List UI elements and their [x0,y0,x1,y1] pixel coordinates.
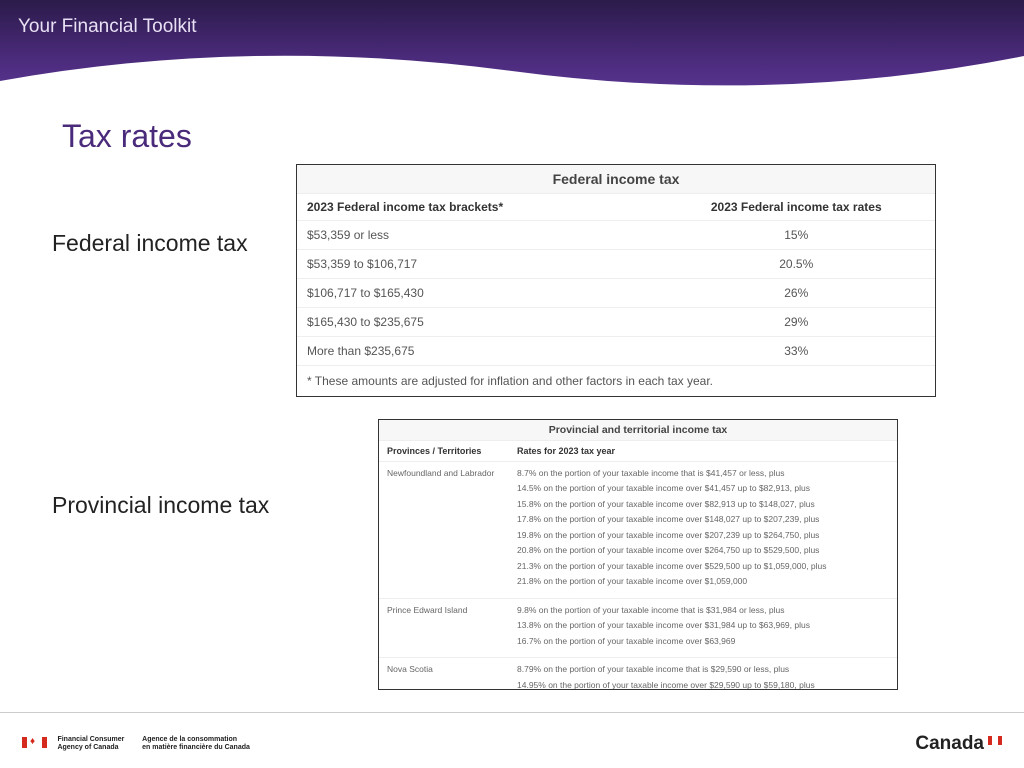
rate-line: 8.79% on the portion of your taxable inc… [517,664,889,675]
province-name-cell: Newfoundland and Labrador [387,468,517,478]
bracket-cell: $53,359 to $106,717 [307,257,668,271]
federal-table-title: Federal income tax [297,165,935,194]
federal-table-row: $53,359 or less15% [297,221,935,250]
footer-divider [0,712,1024,713]
provincial-col2-header: Rates for 2023 tax year [517,446,889,456]
provincial-tax-table: Provincial and territorial income tax Pr… [378,419,898,690]
federal-tax-table: Federal income tax 2023 Federal income t… [296,164,936,397]
bracket-cell: $165,430 to $235,675 [307,315,668,329]
provincial-section-label: Provincial income tax [52,492,269,519]
federal-footnote: * These amounts are adjusted for inflati… [297,366,935,396]
rate-line: 14.95% on the portion of your taxable in… [517,680,889,690]
header-wave-divider [0,46,1024,96]
province-name-cell: Prince Edward Island [387,605,517,615]
rate-line: 14.5% on the portion of your taxable inc… [517,483,889,494]
bracket-cell: $106,717 to $165,430 [307,286,668,300]
slide-header: Your Financial Toolkit [0,0,1024,95]
province-rates-cell: 8.7% on the portion of your taxable inco… [517,468,889,592]
federal-table-row: More than $235,67533% [297,337,935,366]
rate-cell: 29% [668,315,926,329]
provincial-col1-header: Provinces / Territories [387,446,517,456]
rate-cell: 15% [668,228,926,242]
provincial-table-header: Provinces / Territories Rates for 2023 t… [379,441,897,462]
federal-table-row: $106,717 to $165,43026% [297,279,935,308]
federal-table-header: 2023 Federal income tax brackets* 2023 F… [297,194,935,221]
federal-section-label: Federal income tax [52,230,248,257]
slide-title: Tax rates [62,118,192,155]
provincial-table-row: Newfoundland and Labrador8.7% on the por… [379,462,897,599]
canada-wordmark: Canada [915,733,1002,755]
agency-name-fr: Agence de la consommationen matière fina… [142,736,250,752]
bracket-cell: More than $235,675 [307,344,668,358]
province-rates-cell: 8.79% on the portion of your taxable inc… [517,664,889,690]
provincial-table-title: Provincial and territorial income tax [379,420,897,441]
bracket-cell: $53,359 or less [307,228,668,242]
rate-line: 21.3% on the portion of your taxable inc… [517,561,889,572]
rate-line: 16.7% on the portion of your taxable inc… [517,636,889,647]
header-title: Your Financial Toolkit [18,16,197,38]
rate-line: 15.8% on the portion of your taxable inc… [517,499,889,510]
province-name-cell: Nova Scotia [387,664,517,674]
province-rates-cell: 9.8% on the portion of your taxable inco… [517,605,889,651]
federal-col1-header: 2023 Federal income tax brackets* [307,200,668,214]
rate-line: 13.8% on the portion of your taxable inc… [517,620,889,631]
agency-name-en: Financial ConsumerAgency of Canada [57,736,124,752]
provincial-table-row: Nova Scotia8.79% on the portion of your … [379,658,897,690]
agency-signature: Financial ConsumerAgency of Canada Agenc… [22,735,250,753]
federal-col2-header: 2023 Federal income tax rates [668,200,926,214]
rate-line: 9.8% on the portion of your taxable inco… [517,605,889,616]
federal-table-row: $165,430 to $235,67529% [297,308,935,337]
slide-footer: Financial ConsumerAgency of Canada Agenc… [0,720,1024,768]
rate-line: 8.7% on the portion of your taxable inco… [517,468,889,479]
rate-line: 17.8% on the portion of your taxable inc… [517,514,889,525]
federal-table-row: $53,359 to $106,71720.5% [297,250,935,279]
rate-line: 21.8% on the portion of your taxable inc… [517,576,889,587]
provincial-table-row: Prince Edward Island9.8% on the portion … [379,599,897,658]
rate-cell: 26% [668,286,926,300]
rate-line: 19.8% on the portion of your taxable inc… [517,530,889,541]
rate-cell: 33% [668,344,926,358]
rate-line: 20.8% on the portion of your taxable inc… [517,545,889,556]
rate-cell: 20.5% [668,257,926,271]
canada-flag-icon [22,737,47,748]
